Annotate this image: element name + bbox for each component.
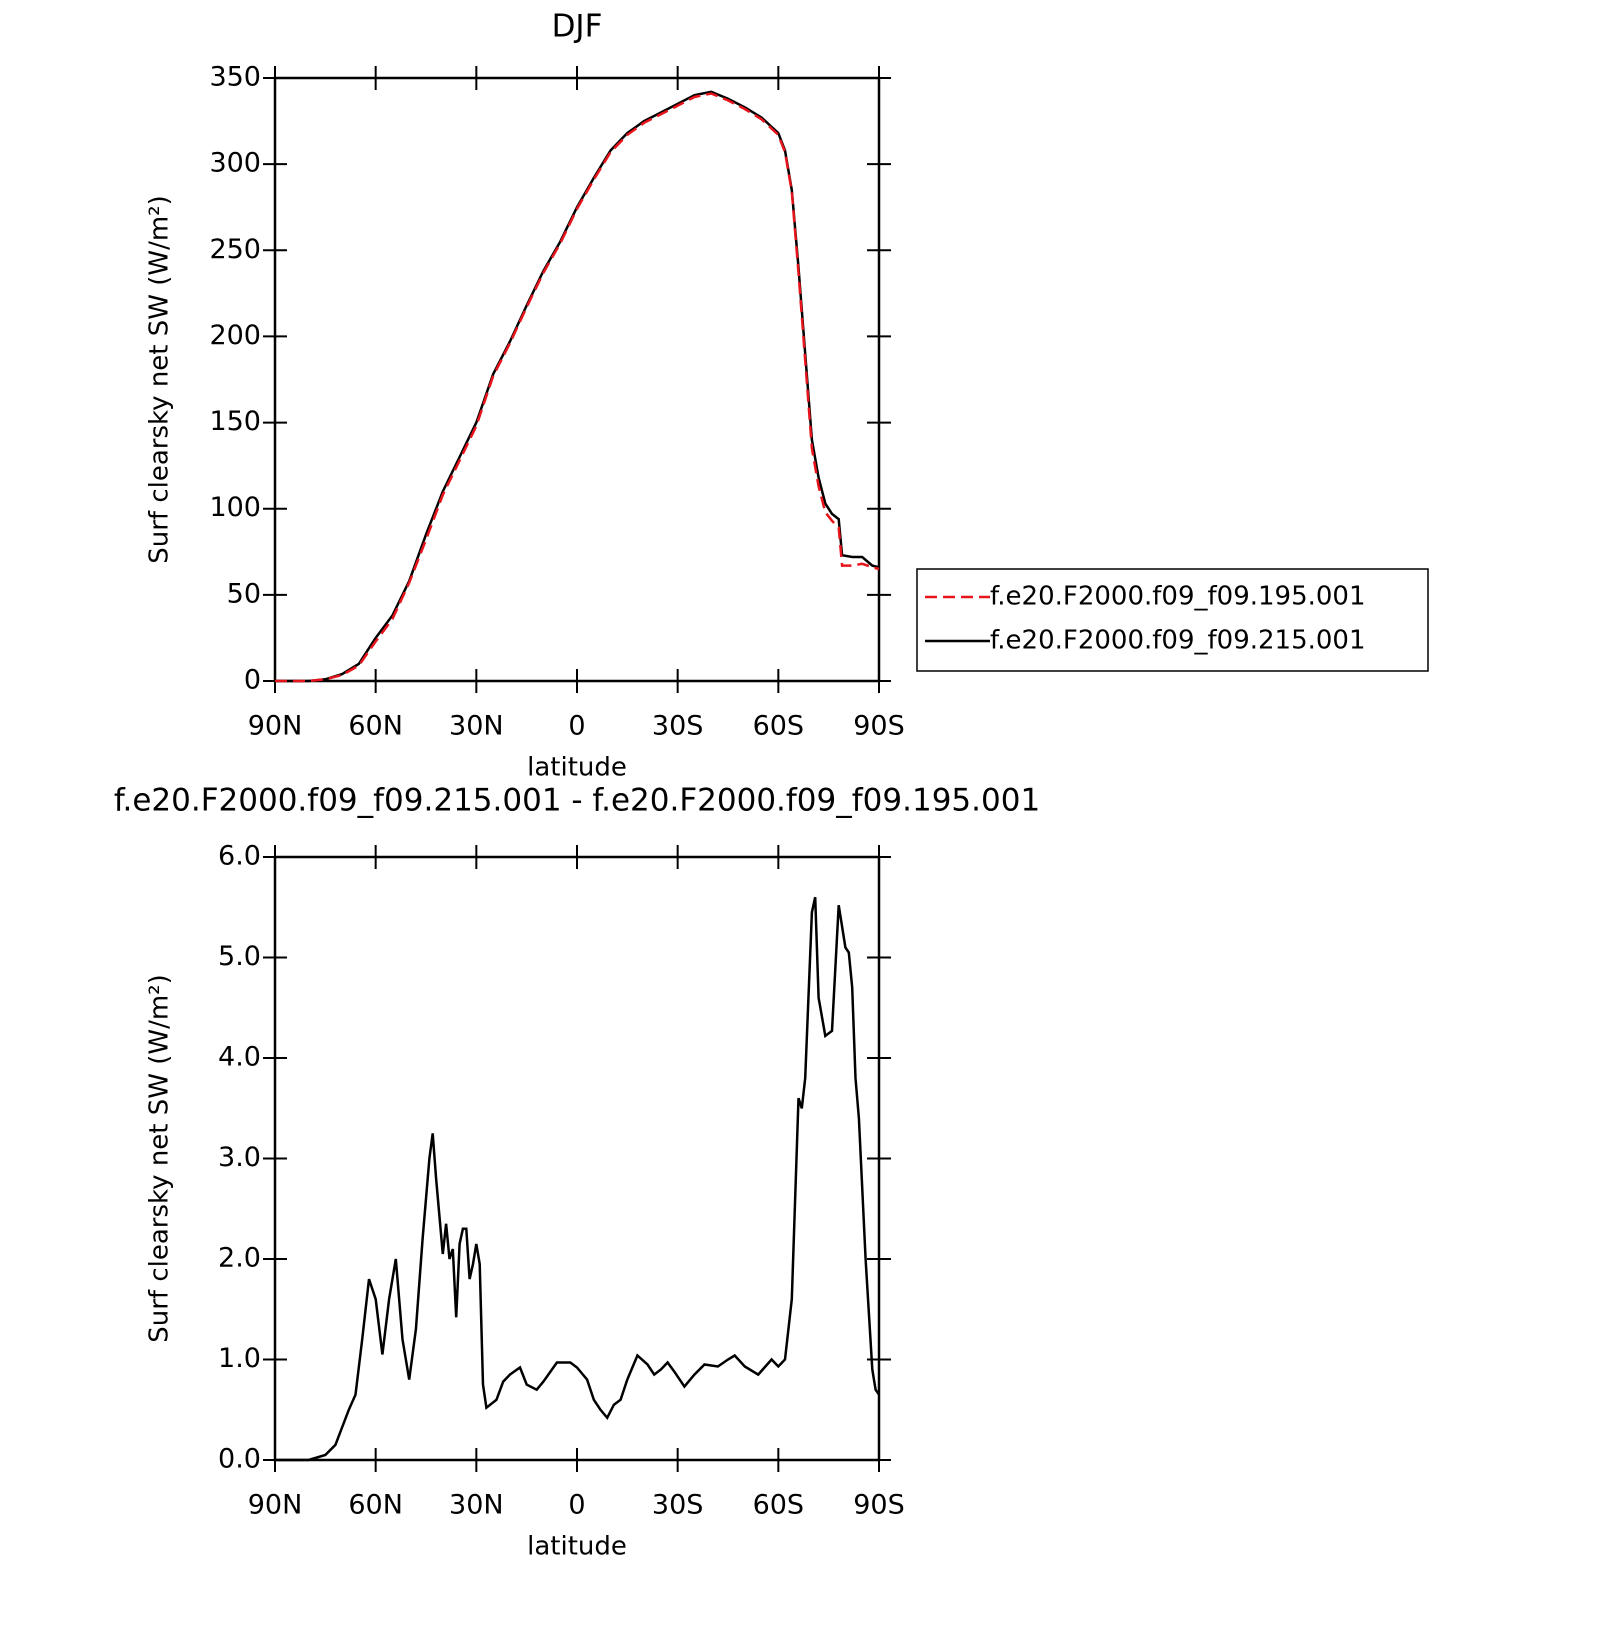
x-tick-label: 90N: [248, 711, 303, 742]
x-tick-label: 30S: [652, 1490, 704, 1521]
y-tick-label: 250: [209, 234, 261, 265]
y-tick-label: 100: [209, 492, 261, 523]
legend-label: f.e20.F2000.f09_f09.195.001: [990, 582, 1366, 612]
y-tick-label: 6.0: [218, 841, 261, 872]
y-tick-label: 4.0: [218, 1042, 261, 1073]
y-tick-label: 150: [209, 406, 261, 437]
x-tick-label: 0: [568, 1490, 585, 1521]
y-tick-label: 350: [209, 62, 261, 93]
data-line: [275, 92, 880, 683]
x-tick-label: 90S: [853, 711, 905, 742]
y-axis-label: Surf clearsky net SW (W/m²): [145, 195, 175, 563]
x-tick-label: 0: [568, 711, 585, 742]
plot-frame: [273, 76, 881, 683]
x-axis-label: latitude: [527, 753, 627, 783]
y-tick-label: 200: [209, 320, 261, 351]
y-tick-label: 0: [244, 665, 261, 696]
y-tick-label: 1.0: [218, 1343, 261, 1374]
legend-label: f.e20.F2000.f09_f09.215.001: [990, 626, 1366, 656]
y-tick-label: 5.0: [218, 941, 261, 972]
x-tick-label: 90N: [248, 1490, 303, 1521]
legend-box: [916, 568, 1429, 672]
x-tick-label: 90S: [853, 1490, 905, 1521]
chart-title: DJF: [552, 9, 603, 45]
y-tick-label: 3.0: [218, 1142, 261, 1173]
x-tick-label: 30N: [449, 711, 504, 742]
y-tick-label: 300: [209, 148, 261, 179]
chart-title: f.e20.F2000.f09_f09.215.001 - f.e20.F200…: [114, 783, 1040, 819]
x-axis-label: latitude: [527, 1532, 627, 1562]
x-tick-label: 30S: [652, 711, 704, 742]
plot-frame: [273, 855, 881, 1462]
y-tick-label: 2.0: [218, 1243, 261, 1274]
y-tick-label: 0.0: [218, 1444, 261, 1475]
y-tick-label: 50: [227, 578, 261, 609]
x-tick-label: 60N: [348, 1490, 403, 1521]
data-line: [275, 90, 880, 683]
x-tick-label: 60S: [753, 1490, 805, 1521]
data-line: [275, 896, 881, 1462]
x-tick-label: 60N: [348, 711, 403, 742]
x-tick-label: 60S: [753, 711, 805, 742]
y-axis-label: Surf clearsky net SW (W/m²): [145, 974, 175, 1342]
x-tick-label: 30N: [449, 1490, 504, 1521]
